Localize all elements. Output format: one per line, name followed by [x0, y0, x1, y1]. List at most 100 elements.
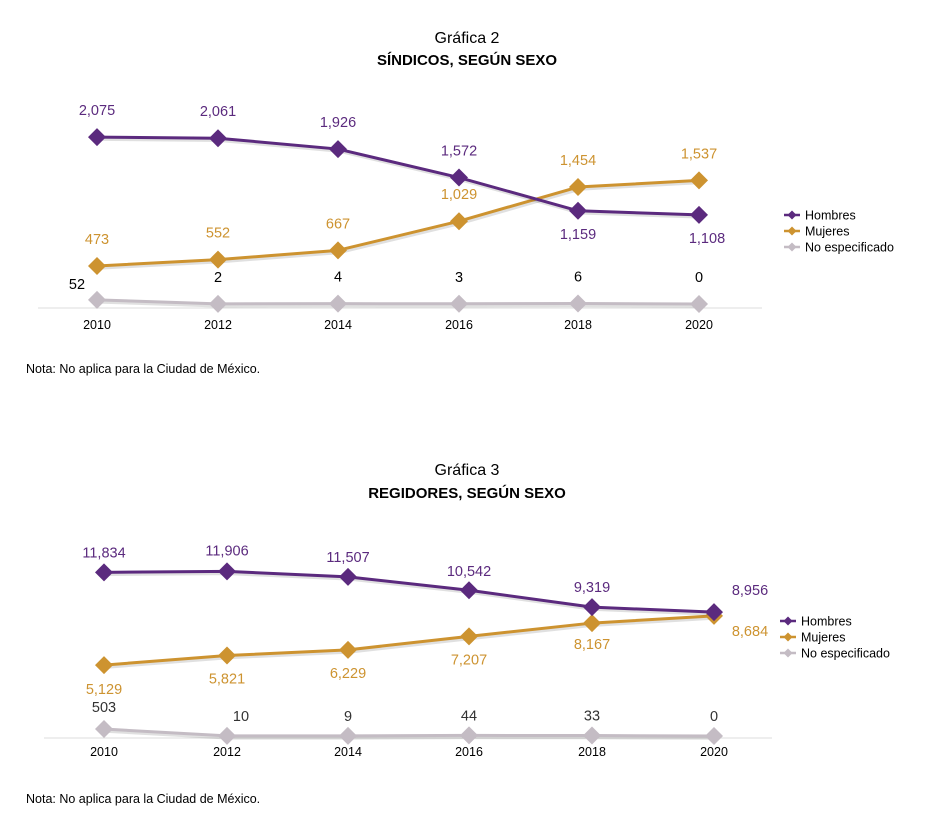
chart-title: Gráfica 2 [434, 30, 500, 47]
data-label-mujeres-2018: 1,454 [560, 153, 596, 169]
data-label-hombres-2010: 11,834 [82, 545, 125, 561]
point-mujeres-2018 [583, 614, 601, 633]
point-mujeres-2016 [450, 212, 468, 231]
data-label-no-especificado-2010: 52 [69, 277, 85, 293]
legend-label-mujeres: Mujeres [805, 225, 849, 239]
x-tick-label-2016: 2016 [455, 745, 483, 759]
data-label-hombres-2016: 10,542 [447, 564, 491, 580]
chart-regidores: Gráfica 3 REGIDORES, SEGÚN SEXO 2010 2012… [0, 440, 934, 836]
point-hombres-2010 [95, 563, 113, 582]
data-label-hombres-2012: 2,061 [200, 104, 236, 120]
legend-label-no-especificado: No especificado [805, 241, 894, 255]
data-label-no-especificado-2012: 10 [233, 709, 249, 725]
series-line-hombres [103, 569, 715, 614]
series-line-mujeres [96, 178, 700, 268]
legend-marker-hombres [783, 616, 793, 626]
series-shadow-hombres [105, 571, 716, 616]
chart-regidores-plot: 2010 2012 2014 2016 2018 2020 11,834 11,906 11,5… [44, 543, 890, 759]
point-hombres-2018 [583, 598, 601, 617]
data-label-hombres-2014: 1,926 [320, 115, 356, 131]
x-tick-label-2016: 2016 [445, 318, 473, 332]
point-mujeres-2012 [218, 646, 236, 665]
point-mujeres-2014 [329, 241, 347, 260]
x-tick-label-2020: 2020 [700, 745, 728, 759]
point-no-especificado-2010 [88, 290, 106, 309]
point-hombres-2018 [569, 201, 587, 220]
point-mujeres-2018 [569, 178, 587, 197]
series-line-hombres [96, 135, 700, 217]
legend-label-hombres: Hombres [805, 209, 856, 223]
data-label-no-especificado-2012: 2 [214, 270, 222, 286]
data-label-no-especificado-2020: 0 [710, 709, 718, 725]
point-hombres-2012 [209, 129, 227, 148]
data-label-mujeres-2014: 6,229 [330, 666, 366, 682]
series-line-no-especificado [96, 298, 700, 306]
point-no-especificado-2010 [95, 720, 113, 739]
point-mujeres-2010 [88, 256, 106, 275]
point-mujeres-2010 [95, 656, 113, 675]
point-hombres-2020 [690, 205, 708, 224]
data-label-hombres-2014: 11,507 [326, 550, 369, 566]
legend-marker-mujeres [783, 632, 793, 642]
point-no-especificado-2018 [583, 726, 601, 745]
point-hombres-2016 [460, 581, 478, 600]
legend-marker-mujeres [787, 226, 797, 236]
data-label-hombres-2020: 1,108 [689, 231, 725, 247]
point-no-especificado-2020 [690, 295, 708, 313]
x-tick-label-2018: 2018 [564, 318, 592, 332]
point-hombres-2010 [88, 128, 106, 147]
data-label-no-especificado-2014: 4 [334, 270, 342, 286]
x-tick-label-2012: 2012 [204, 318, 232, 332]
data-label-mujeres-2016: 7,207 [451, 652, 487, 668]
point-no-especificado-2018 [569, 294, 587, 313]
data-label-mujeres-2010: 473 [85, 232, 109, 248]
x-tick-label-2012: 2012 [213, 745, 241, 759]
data-label-no-especificado-2018: 33 [584, 709, 600, 725]
point-mujeres-2014 [339, 640, 357, 659]
point-no-especificado-2014 [329, 294, 347, 313]
chart-note: Nota: No aplica para la Ciudad de México… [26, 362, 261, 376]
chart-title: Gráfica 3 [434, 462, 500, 479]
chart-sindicos-plot: 2010 2012 2014 2016 2018 2020 2,075 2,061 1,926 1… [38, 103, 894, 332]
point-hombres-2014 [339, 567, 357, 586]
data-label-no-especificado-2020: 0 [695, 270, 703, 286]
data-label-no-especificado-2016: 3 [455, 270, 463, 286]
data-label-hombres-2018: 9,319 [574, 580, 610, 596]
data-label-no-especificado-2016: 44 [461, 708, 477, 724]
point-no-especificado-2014 [339, 726, 357, 745]
data-label-mujeres-2012: 552 [206, 226, 230, 242]
point-no-especificado-2016 [450, 294, 468, 313]
series-shadow-mujeres [105, 616, 716, 669]
series-shadow-mujeres [98, 180, 701, 270]
data-label-mujeres-2012: 5,821 [209, 672, 245, 688]
point-hombres-2016 [450, 168, 468, 187]
data-label-mujeres-2020: 8,684 [732, 624, 768, 640]
point-no-especificado-2020 [705, 727, 723, 745]
x-tick-label-2010: 2010 [83, 318, 111, 332]
series-line-mujeres [103, 614, 715, 667]
legend-label-no-especificado: No especificado [801, 647, 890, 661]
data-label-no-especificado-2018: 6 [574, 270, 582, 286]
data-label-mujeres-2014: 667 [326, 216, 350, 232]
data-label-hombres-2018: 1,159 [560, 227, 596, 243]
point-hombres-2012 [218, 562, 236, 581]
point-mujeres-2016 [460, 627, 478, 646]
legend-marker-no-especificado [783, 648, 793, 658]
point-hombres-2020 [705, 603, 723, 622]
x-tick-label-2010: 2010 [90, 745, 118, 759]
legend-label-hombres: Hombres [801, 615, 852, 629]
chart-subtitle: SÍNDICOS, SEGÚN SEXO [376, 52, 558, 69]
series-shadow-no-especificado [98, 300, 701, 308]
data-label-hombres-2010: 2,075 [79, 103, 115, 119]
x-tick-label-2014: 2014 [324, 318, 352, 332]
data-label-no-especificado-2010: 503 [92, 700, 116, 716]
data-label-mujeres-2010: 5,129 [86, 682, 122, 698]
point-no-especificado-2012 [209, 294, 227, 313]
series-shadow-hombres [98, 137, 701, 219]
data-label-hombres-2016: 1,572 [441, 144, 477, 160]
point-hombres-2014 [329, 140, 347, 159]
chart-note: Nota: No aplica para la Ciudad de México… [26, 792, 261, 806]
data-label-mujeres-2020: 1,537 [681, 146, 717, 162]
data-label-mujeres-2018: 8,167 [574, 637, 610, 653]
x-tick-label-2014: 2014 [334, 745, 362, 759]
